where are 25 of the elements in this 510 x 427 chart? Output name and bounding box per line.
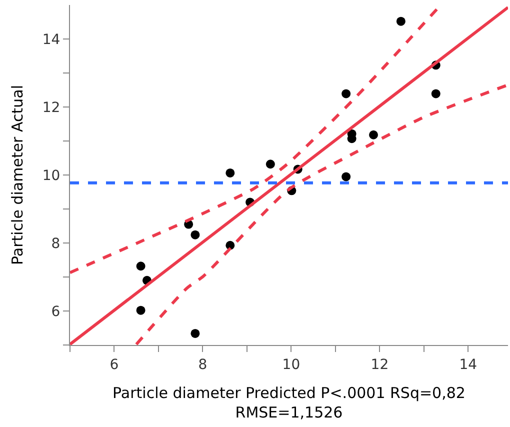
point [190, 328, 200, 338]
x-axis-title: Particle diameter Predicted P<.0001 RSq=0,82 RMSE=1,1526 [112, 384, 466, 422]
y-tick-label: 14 [42, 32, 60, 48]
point [342, 89, 351, 98]
point [369, 130, 378, 140]
point [190, 230, 200, 240]
x-tick-label: 8 [198, 356, 208, 373]
point [396, 16, 406, 26]
y-axis-title: Particle diameter Actual [8, 85, 27, 265]
point [136, 306, 146, 315]
point [431, 89, 440, 98]
point [136, 262, 146, 271]
x-tick-label: 12 [370, 356, 389, 373]
y-tick-label: 6 [51, 304, 60, 320]
point [342, 172, 351, 182]
point [226, 168, 235, 178]
y-tick-label: 8 [51, 236, 60, 252]
x-tick-label: 6 [110, 356, 119, 373]
y-tick-label: 12 [42, 100, 60, 116]
x-tick-label: 14 [459, 356, 478, 373]
x-tick-label: 10 [282, 356, 300, 373]
line-series [134, 83, 508, 345]
y-tick-label: 10 [42, 168, 60, 184]
point [266, 160, 275, 169]
line-series [70, 6, 440, 274]
